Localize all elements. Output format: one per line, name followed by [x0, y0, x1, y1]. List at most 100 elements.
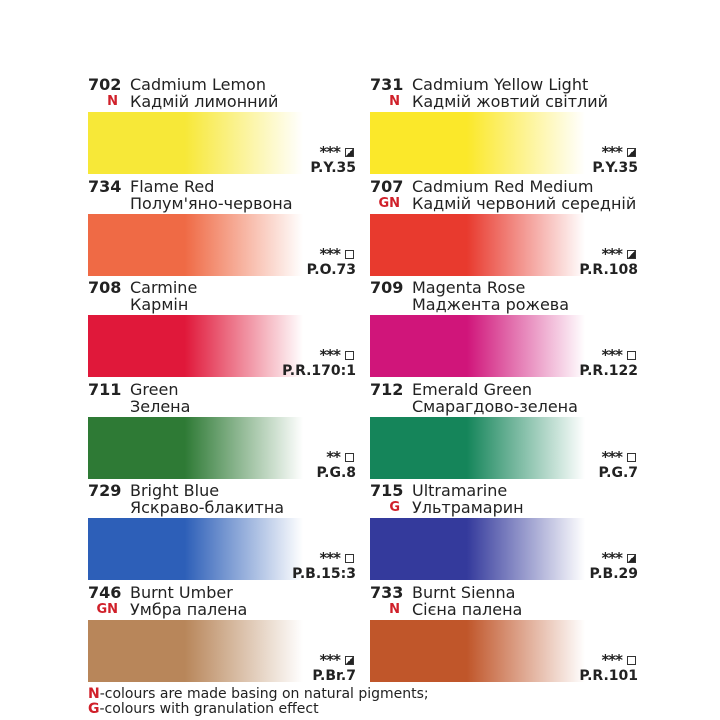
paint-card: 734 Flame Red Полум'яно-червона *** P.O.…	[88, 178, 358, 278]
lightfastness-stars: **	[326, 447, 341, 466]
paint-name-ua: Ультрамарин	[412, 498, 524, 517]
pigment-code: P.O.73	[306, 261, 356, 278]
paint-swatch	[88, 112, 303, 174]
pigment-code: P.R.108	[579, 261, 638, 278]
lightfastness-stars: ***	[319, 650, 341, 669]
paint-name-ua: Умбра палена	[130, 599, 248, 619]
paint-name-ua: Кадмій червоний середній	[412, 193, 637, 213]
paint-swatch	[88, 518, 303, 580]
paint-swatch	[370, 315, 585, 377]
pigment-code: P.R.101	[579, 667, 638, 684]
paint-mark: N	[389, 94, 400, 109]
paint-card: 702 N Cadmium Lemon Кадмій лимонний *** …	[88, 76, 358, 176]
transparency-icon	[627, 351, 636, 360]
paint-code: 708	[88, 278, 122, 297]
transparency-icon	[345, 452, 354, 462]
paint-card: 712 Emerald Green Смарагдово-зелена *** …	[370, 381, 640, 481]
lightfastness-stars: ***	[601, 143, 623, 161]
transparency-icon	[627, 655, 636, 665]
lightfastness-stars: ***	[601, 244, 623, 263]
paint-name-ua: Сієна палена	[412, 599, 523, 619]
lightfastness-stars: ***	[319, 549, 341, 567]
paint-card: 731 N Cadmium Yellow Light Кадмій жовтий…	[370, 76, 640, 176]
paint-name-ua: Полум'яно-червона	[130, 193, 293, 213]
transparency-icon	[627, 554, 636, 563]
paint-name-en: Cadmium Yellow Light	[412, 75, 589, 94]
paint-name-en: Cadmium Lemon	[130, 75, 266, 94]
transparency-icon	[627, 452, 636, 462]
paint-name-en: Magenta Rose	[412, 278, 526, 297]
paint-code: 746	[88, 582, 122, 602]
paint-code: 707	[370, 176, 404, 196]
paint-card: 733 N Burnt Sienna Сієна палена *** P.R.…	[370, 584, 640, 684]
paint-name-en: Emerald Green	[412, 379, 533, 399]
paint-code: 734	[88, 176, 122, 196]
pigment-code: P.G.7	[598, 464, 638, 481]
lightfastness-stars: ***	[319, 244, 341, 263]
paint-name-en: Bright Blue	[130, 481, 220, 500]
pigment-code: P.Br.7	[312, 667, 356, 684]
paint-name-en: Carmine	[130, 278, 198, 297]
transparency-icon	[627, 148, 636, 157]
pigment-code: P.B.15:3	[292, 566, 356, 582]
paint-name-en: Flame Red	[130, 176, 215, 196]
legend-g: G-colours with granulation effect	[88, 701, 319, 717]
lightfastness-stars: ***	[319, 143, 341, 161]
paint-name-en: Green	[130, 379, 179, 399]
paint-swatch	[88, 416, 303, 479]
paint-card: 708 Carmine Кармін *** P.R.170:1	[88, 279, 358, 379]
paint-name-ua: Маджента рожева	[412, 295, 570, 314]
paint-code: 709	[370, 278, 404, 297]
transparency-icon	[345, 655, 354, 665]
transparency-icon	[345, 148, 354, 157]
paint-swatch	[370, 213, 585, 276]
transparency-icon	[345, 554, 354, 563]
lightfastness-stars: ***	[601, 447, 623, 466]
lightfastness-stars: ***	[601, 650, 623, 669]
paint-swatch	[88, 619, 303, 682]
pigment-code: P.G.8	[316, 464, 356, 481]
paint-code: 731	[370, 75, 404, 94]
paint-code: 733	[370, 582, 404, 602]
paint-swatch	[88, 315, 303, 377]
lightfastness-stars: ***	[601, 549, 623, 567]
paint-swatch	[370, 518, 585, 580]
paint-name-ua: Яскраво-блакитна	[130, 498, 285, 517]
paint-mark: GN	[378, 195, 400, 211]
paint-mark: G	[389, 500, 400, 515]
paint-code: 729	[88, 481, 122, 500]
paint-name-en: Burnt Umber	[130, 582, 233, 602]
paint-swatch	[370, 112, 585, 174]
paint-name-ua: Кадмій жовтий світлий	[412, 92, 609, 111]
paint-code: 702	[88, 75, 122, 94]
paint-mark: N	[389, 601, 400, 617]
paint-card: 746 GN Burnt Umber Умбра палена *** P.Br…	[88, 584, 358, 684]
paint-name-en: Ultramarine	[412, 481, 508, 500]
transparency-icon	[345, 351, 354, 360]
paint-code: 711	[88, 379, 122, 399]
lightfastness-stars: ***	[601, 346, 623, 364]
paint-name-ua: Зелена	[130, 396, 191, 416]
paint-code: 712	[370, 379, 404, 399]
transparency-icon	[345, 249, 354, 259]
pigment-code: P.Y.35	[310, 160, 356, 176]
paint-name-en: Cadmium Red Medium	[412, 176, 594, 196]
paint-name-ua: Кадмій лимонний	[130, 92, 279, 111]
paint-mark: N	[107, 94, 118, 109]
paint-card: 709 Magenta Rose Маджента рожева *** P.R…	[370, 279, 640, 379]
lightfastness-stars: ***	[319, 346, 341, 364]
pigment-code: P.R.170:1	[282, 363, 356, 379]
pigment-code: P.R.122	[579, 363, 638, 379]
paint-name-ua: Смарагдово-зелена	[412, 396, 578, 416]
pigment-code: P.B.29	[589, 566, 638, 582]
paint-card: 711 Green Зелена ** P.G.8	[88, 381, 358, 481]
paint-card: 715 G Ultramarine Ультрамарин *** P.B.29	[370, 482, 640, 582]
paint-code: 715	[370, 481, 404, 500]
transparency-icon	[627, 249, 636, 259]
paint-card: 729 Bright Blue Яскраво-блакитна *** P.B…	[88, 482, 358, 582]
paint-name-ua: Кармін	[130, 295, 189, 314]
paint-swatch	[370, 619, 585, 682]
paint-card: 707 GN Cadmium Red Medium Кадмій червони…	[370, 178, 640, 278]
legend-n: N-colours are made basing on natural pig…	[88, 686, 429, 702]
legend: N-colours are made basing on natural pig…	[88, 687, 429, 717]
